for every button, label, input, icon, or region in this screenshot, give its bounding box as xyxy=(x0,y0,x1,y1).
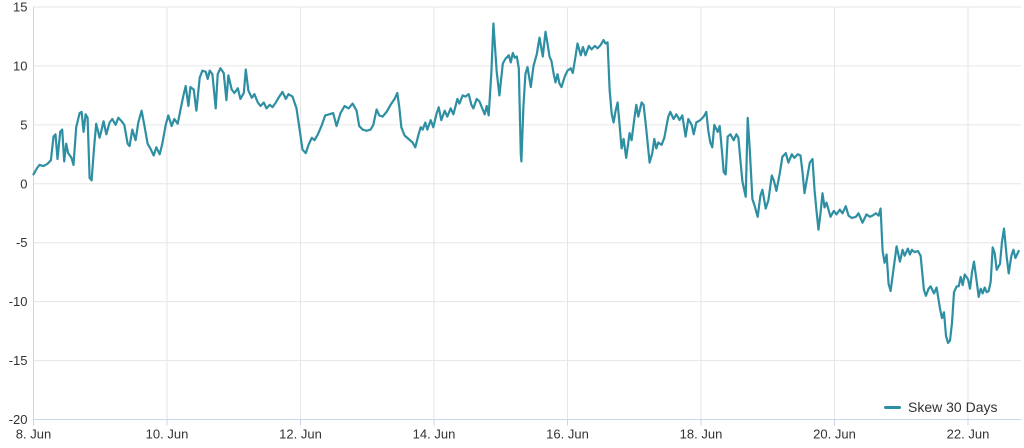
x-tick-label: 10. Jun xyxy=(146,427,189,442)
y-tick-label: -15 xyxy=(9,353,28,368)
y-tick-label: -20 xyxy=(9,412,28,427)
x-tick-label: 18. Jun xyxy=(680,427,723,442)
y-tick-label: 0 xyxy=(20,176,27,191)
legend-item-skew-30-days[interactable]: Skew 30 Days xyxy=(884,399,997,415)
x-tick-label: 20. Jun xyxy=(813,427,856,442)
y-tick-label: 5 xyxy=(20,117,27,132)
legend-label: Skew 30 Days xyxy=(908,399,998,415)
x-tick-label: 8. Jun xyxy=(16,427,51,442)
x-tick-label: 22. Jun xyxy=(947,427,990,442)
y-tick-label: 15 xyxy=(13,0,27,15)
x-tick-label: 14. Jun xyxy=(413,427,456,442)
y-tick-label: 10 xyxy=(13,58,27,73)
y-tick-label: -5 xyxy=(16,235,28,250)
legend-line-icon xyxy=(884,405,901,409)
x-tick-label: 12. Jun xyxy=(279,427,322,442)
x-tick-label: 16. Jun xyxy=(546,427,589,442)
skew-series-line xyxy=(32,22,1020,344)
y-tick-label: -10 xyxy=(9,294,28,309)
